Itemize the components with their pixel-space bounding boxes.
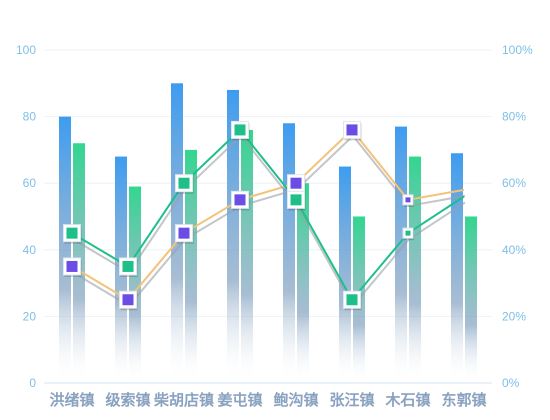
x-tick-label: 洪绪镇 — [49, 391, 94, 409]
data-point[interactable] — [122, 260, 134, 272]
series-line — [71, 128, 465, 302]
markers — [63, 120, 414, 311]
data-point[interactable] — [405, 197, 411, 203]
bar — [297, 183, 309, 383]
bar — [241, 129, 253, 383]
x-tick-label: 东郭镇 — [441, 391, 486, 409]
series-line — [71, 128, 465, 302]
y2-tick-label: 60% — [502, 176, 526, 190]
y-axis-left: 0 20 40 60 80 100 — [16, 43, 36, 390]
data-point[interactable] — [122, 294, 134, 306]
lines — [71, 128, 466, 308]
data-point[interactable] — [66, 260, 78, 272]
bar — [283, 123, 295, 383]
data-point[interactable] — [346, 294, 358, 306]
y-axis-right: 0% 20% 40% 60% 80% 100% — [502, 43, 533, 390]
x-tick-label: 张汪镇 — [329, 391, 374, 409]
y-tick-label: 40 — [23, 243, 37, 257]
series-line-shadow — [72, 134, 466, 308]
y-tick-label: 80 — [23, 110, 37, 124]
x-axis: 洪绪镇 级索镇 柴胡店镇 姜屯镇 鲍沟镇 张汪镇 木石镇 东郭镇 — [49, 391, 486, 409]
bar — [451, 153, 463, 383]
data-point[interactable] — [66, 227, 78, 239]
y2-tick-label: 40% — [502, 243, 526, 257]
x-tick-label: 级索镇 — [105, 391, 150, 409]
bar — [59, 116, 71, 383]
x-tick-label: 木石镇 — [384, 391, 430, 409]
y2-tick-label: 20% — [502, 309, 526, 323]
data-point[interactable] — [405, 230, 411, 236]
x-tick-label: 鲍沟镇 — [273, 391, 318, 409]
data-point[interactable] — [178, 177, 190, 189]
bar — [227, 89, 239, 384]
x-tick-label: 柴胡店镇 — [153, 391, 214, 409]
y-tick-label: 20 — [23, 309, 37, 323]
bar — [465, 216, 477, 383]
data-point[interactable] — [346, 124, 358, 136]
y-tick-label: 100 — [16, 43, 36, 57]
y-tick-label: 60 — [23, 176, 37, 190]
bar — [185, 149, 197, 383]
y-tick-label: 0 — [29, 376, 36, 390]
bar — [409, 156, 421, 383]
y2-tick-label: 80% — [502, 110, 526, 124]
y2-tick-label: 0% — [502, 376, 520, 390]
y2-tick-label: 100% — [502, 43, 533, 57]
data-point[interactable] — [234, 194, 246, 206]
bar — [129, 186, 141, 383]
data-point[interactable] — [290, 194, 302, 206]
data-point[interactable] — [234, 124, 246, 136]
data-point[interactable] — [178, 227, 190, 239]
grid-lines — [44, 49, 492, 384]
data-point[interactable] — [290, 177, 302, 189]
x-tick-label: 姜屯镇 — [217, 391, 262, 409]
bars — [59, 83, 477, 384]
series-line-shadow — [72, 134, 466, 308]
bar — [339, 166, 351, 383]
